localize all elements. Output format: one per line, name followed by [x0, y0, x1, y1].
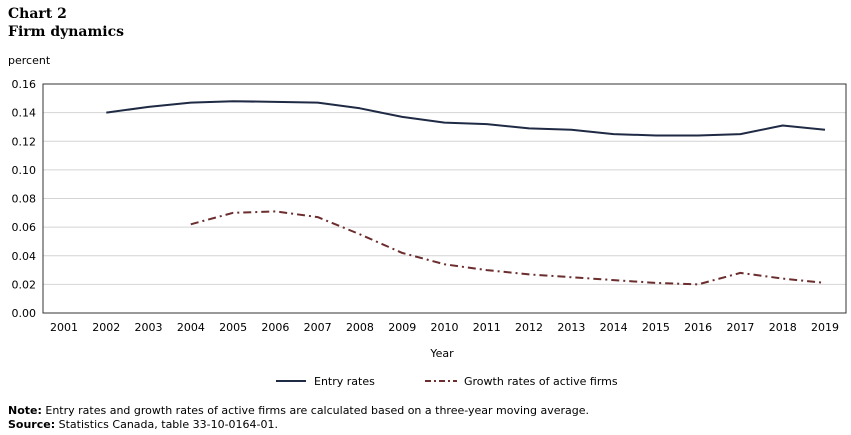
y-tick-label: 0.14 [12, 107, 37, 120]
x-tick-label: 2003 [135, 321, 163, 334]
x-tick-label: 2008 [346, 321, 374, 334]
y-tick-label: 0.12 [12, 135, 37, 148]
x-tick-label: 2016 [684, 321, 712, 334]
legend: Entry rates Growth rates of active firms [276, 375, 618, 388]
y-tick-labels: 0.00 0.02 0.04 0.06 0.08 0.10 0.12 0.14 0.16 [12, 78, 37, 320]
note-text: Entry rates and growth rates of active f… [41, 404, 590, 417]
x-tick-label: 2013 [557, 321, 585, 334]
y-axis-label: percent [8, 54, 51, 67]
x-tick-label: 2011 [473, 321, 501, 334]
y-tick-label: 0.00 [12, 307, 37, 320]
x-tick-labels: 2001 2002 2003 2004 2005 2006 2007 2008 2009 2010… [50, 321, 839, 334]
series-lines [106, 100, 826, 286]
note-label: Note: [8, 404, 42, 417]
series-line-growth-rates [190, 210, 826, 286]
chart-title: Firm dynamics [8, 24, 125, 40]
x-tick-label: 2006 [261, 321, 289, 334]
series-line-entry-rates [106, 100, 826, 137]
x-tick-label: 2009 [388, 321, 416, 334]
x-tick-label: 2015 [642, 321, 670, 334]
y-tick-label: 0.06 [12, 221, 37, 234]
y-tick-label: 0.08 [12, 193, 37, 206]
y-tick-label: 0.16 [12, 78, 37, 91]
note: Note: Entry rates and growth rates of ac… [8, 404, 589, 417]
x-tick-label: 2012 [515, 321, 543, 334]
x-tick-label: 2007 [304, 321, 332, 334]
legend-label: Entry rates [314, 375, 375, 388]
x-tick-label: 2018 [769, 321, 797, 334]
x-tick-label: 2004 [177, 321, 205, 334]
x-tick-label: 2001 [50, 321, 78, 334]
firm-dynamics-chart: percent 0.00 0.02 0.04 0.06 0.08 0.10 0.12 0.14… [8, 54, 847, 388]
x-tick-label: 2017 [726, 321, 754, 334]
y-tick-label: 0.02 [12, 278, 37, 291]
plot-area-frame [42, 83, 847, 314]
source-text: Statistics Canada, table 33-10-0164-01. [55, 418, 278, 431]
x-tick-label: 2019 [811, 321, 839, 334]
y-tick-label: 0.04 [12, 250, 37, 263]
x-tick-label: 2002 [92, 321, 120, 334]
chart-label: Chart 2 [8, 6, 67, 22]
legend-label: Growth rates of active firms [464, 375, 618, 388]
x-tick-label: 2014 [600, 321, 628, 334]
x-axis-label: Year [429, 347, 454, 360]
x-tick-label: 2010 [431, 321, 459, 334]
source: Source: Statistics Canada, table 33-10-0… [8, 418, 278, 431]
x-tick-label: 2005 [219, 321, 247, 334]
source-label: Source: [8, 418, 56, 431]
gridlines [43, 83, 846, 314]
y-tick-label: 0.10 [12, 164, 37, 177]
